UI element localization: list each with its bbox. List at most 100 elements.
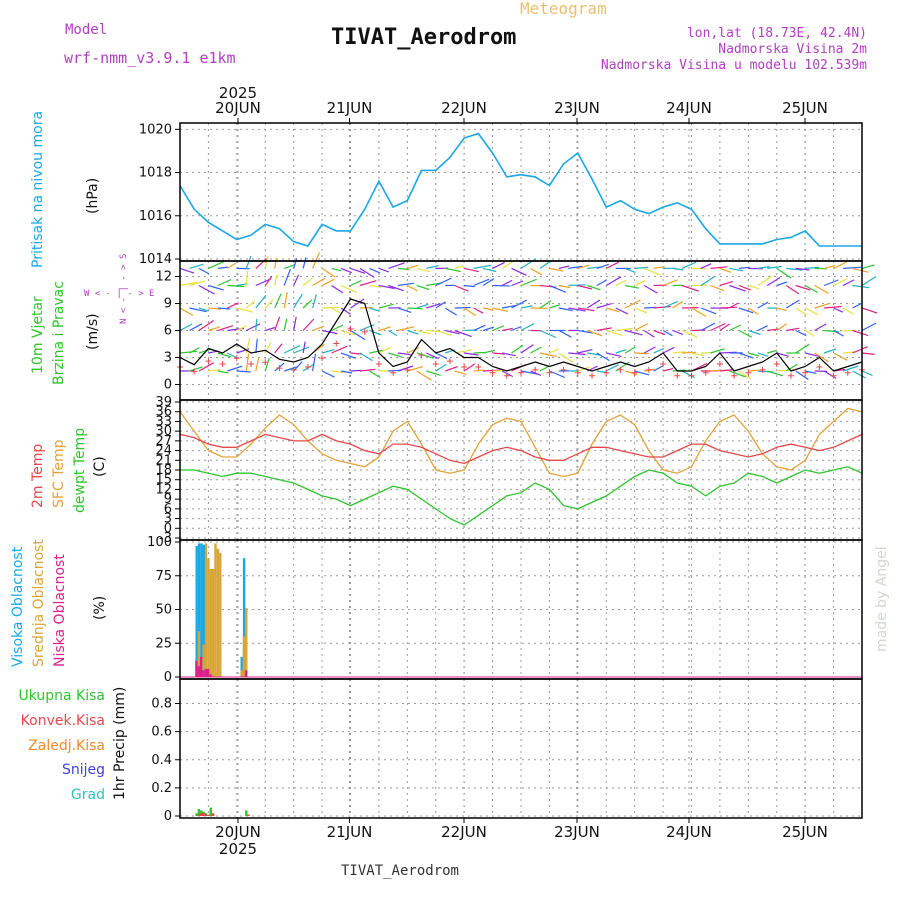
wind-arrow <box>587 352 601 356</box>
wind-arrow <box>833 352 848 361</box>
wind-arrow <box>350 267 366 274</box>
precip-bar <box>197 809 201 816</box>
wind-arrow <box>795 329 807 337</box>
wind-arrow <box>189 280 206 287</box>
wind-arrow <box>435 277 452 287</box>
wind-arrow <box>615 327 633 332</box>
wind-arrow <box>340 284 358 294</box>
wind-arrow <box>605 276 622 287</box>
wind-arrow <box>350 369 362 372</box>
wind-arrow <box>388 329 398 337</box>
wind-arrow <box>293 274 300 286</box>
wind-arrow <box>814 352 829 363</box>
wind-arrow <box>710 348 725 354</box>
wind-arrow <box>785 284 800 295</box>
wind-gust-marker <box>404 366 411 373</box>
wind-gust-marker <box>219 361 226 368</box>
wind-arrow <box>284 366 298 372</box>
day-label-bottom: 25JUN <box>782 823 828 841</box>
wind-arrow <box>416 329 431 335</box>
wind-gust-marker <box>290 366 297 373</box>
wind-arrow <box>245 270 249 286</box>
wind-gust-marker <box>617 366 624 373</box>
wind-arrow <box>293 293 303 309</box>
wind-arrow <box>246 323 261 332</box>
wind-arrow <box>748 329 761 336</box>
wind-arrow <box>198 362 215 372</box>
wind-arrow <box>710 322 726 332</box>
temp-ylabel-sfc: SFC Temp <box>51 439 67 508</box>
precip-ylabel: 1hr Precip (mm) <box>112 687 128 800</box>
wind-arrow <box>264 299 274 309</box>
y-tick-label: 0.8 <box>151 697 172 712</box>
wind-gust-marker <box>574 369 581 376</box>
cloud-ylabel-visoka: Visoka Oblacnost <box>10 546 26 667</box>
wind-arrow <box>501 370 514 378</box>
wind-gust-marker <box>645 366 652 373</box>
y-tick-label: 6 <box>164 324 172 339</box>
wind-arrow <box>539 329 557 339</box>
wind-arrow <box>738 370 752 380</box>
wind-arrow <box>416 303 429 309</box>
day-label-bottom: 24JUN <box>666 823 712 841</box>
wind-compass-ew: W < - | - > E <box>84 289 154 299</box>
wind-arrow <box>283 268 291 286</box>
wind-arrow <box>558 307 573 312</box>
y-tick-label: 9 <box>164 492 172 507</box>
wind-arrow <box>842 365 859 372</box>
y-tick-label: 24 <box>155 444 172 459</box>
y-tick-label: 12 <box>155 270 172 285</box>
y-tick-label: 36 <box>155 405 172 420</box>
cloud-bar <box>242 558 246 677</box>
y-tick-label: 27 <box>155 434 172 449</box>
wind-arrow <box>463 307 477 317</box>
wind-arrow <box>852 370 866 379</box>
wind-arrow <box>464 284 475 288</box>
wind-arrow <box>662 329 673 337</box>
wind-gust-marker <box>844 369 851 376</box>
wind-arrow <box>672 329 684 335</box>
wind-arrow <box>473 278 490 287</box>
wind-arrow <box>227 365 243 372</box>
wind-arrow <box>700 322 716 332</box>
wind-arrow <box>653 347 665 354</box>
wind-gust-marker <box>276 365 283 372</box>
wind-arrow <box>823 279 839 287</box>
wind-arrow <box>814 284 829 294</box>
wind-arrow <box>833 277 848 287</box>
wind-arrow <box>340 352 356 359</box>
wind-arrow <box>577 329 593 334</box>
wind-arrow <box>653 305 671 309</box>
wind-arrow <box>369 284 382 288</box>
wind-arrow <box>189 347 200 354</box>
wind-speed-line <box>179 298 863 372</box>
legend-zaledj: Zaledj.Kisa <box>28 738 105 754</box>
wind-arrow <box>738 307 754 314</box>
wind-arrow <box>738 284 752 291</box>
wind-arrow <box>302 318 315 331</box>
dewpt-temp-line <box>180 466 863 526</box>
wind-arrow <box>454 264 465 269</box>
wind-arrow <box>767 370 783 377</box>
wind-arrow <box>824 305 842 309</box>
cloud-bar <box>195 660 198 677</box>
wind-arrow <box>236 283 248 287</box>
pressure-ylabel: Pritisak na nivou mora <box>30 111 46 268</box>
legend-ukupna: Ukupna Kisa <box>18 688 105 704</box>
wind-arrow <box>615 349 627 354</box>
wind-arrow <box>861 307 878 314</box>
wind-arrow <box>293 316 297 331</box>
wind-arrow <box>283 291 288 309</box>
wind-arrow <box>189 263 204 269</box>
wind-gust-marker <box>446 358 453 365</box>
y-tick-label: 1020 <box>139 122 172 137</box>
wind-arrow <box>369 329 382 336</box>
wind-arrow <box>605 364 619 372</box>
wind-arrow <box>606 307 620 313</box>
wind-arrow <box>691 329 706 332</box>
wind-arrow <box>776 323 787 331</box>
wind-arrow <box>634 307 648 314</box>
wind-gust-marker <box>390 369 397 376</box>
wind-arrow <box>530 370 542 376</box>
wind-gust-marker <box>418 352 425 359</box>
